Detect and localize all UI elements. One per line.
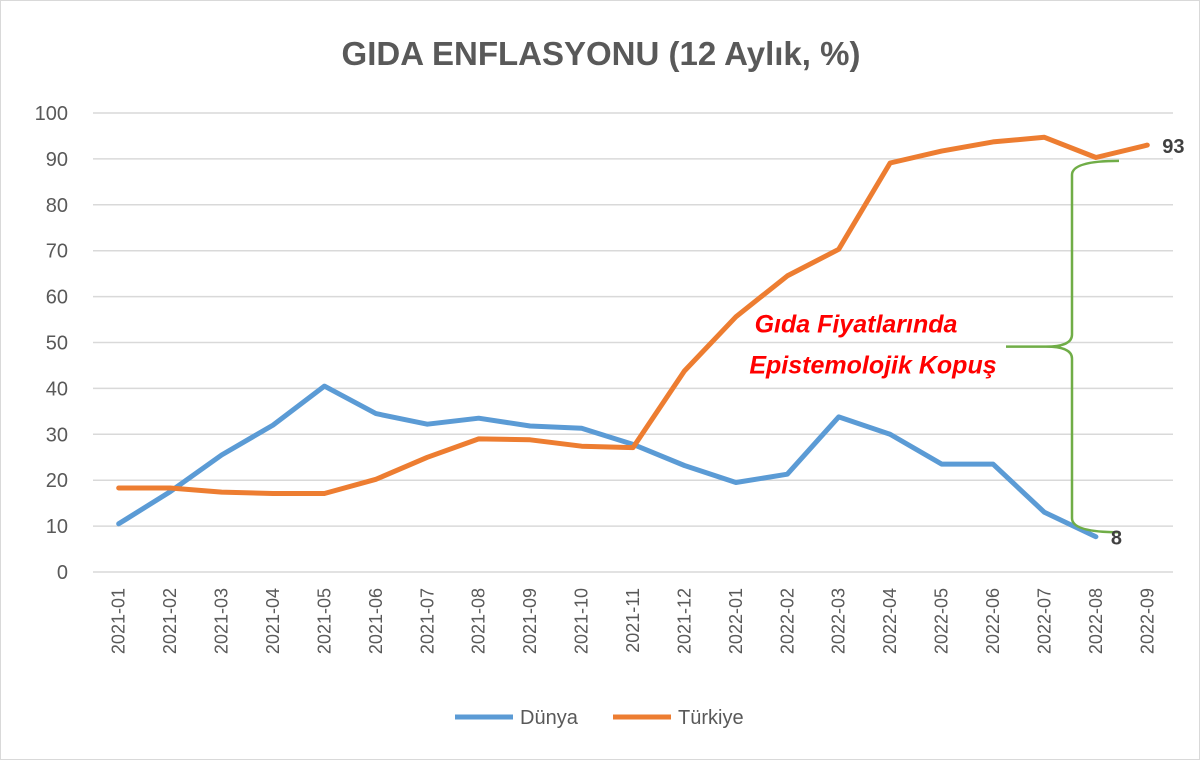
x-tick-label: 2021-07	[417, 588, 437, 654]
legend-label-turkiye: Türkiye	[678, 707, 744, 729]
x-tick-label: 2021-04	[263, 588, 283, 654]
y-tick-label: 0	[57, 562, 68, 584]
annotation-line-2: Epistemolojik Kopuş	[749, 352, 996, 380]
gridlines	[93, 112, 1173, 573]
y-tick-label: 50	[46, 333, 68, 355]
y-tick-label: 20	[46, 470, 68, 492]
gap-annotation: Gıda Fiyatlarında Epistemolojik Kopuş	[749, 159, 1120, 534]
x-tick-label: 2022-03	[829, 588, 849, 654]
x-tick-label: 2022-04	[880, 588, 900, 654]
x-tick-label: 2022-09	[1137, 588, 1157, 654]
x-tick-label: 2021-12	[674, 588, 694, 654]
end-label-dunya: 8	[1111, 528, 1122, 550]
end-value-labels: 93 8	[1111, 136, 1185, 550]
x-tick-label: 2021-03	[212, 588, 232, 654]
series-line-turkiye	[116, 134, 1150, 496]
y-tick-label: 90	[46, 149, 68, 171]
y-tick-label: 70	[46, 241, 68, 263]
x-tick-label: 2022-06	[983, 588, 1003, 654]
y-tick-label: 40	[46, 378, 68, 400]
y-tick-label: 100	[35, 103, 68, 125]
x-axis-ticks: 2021-01 2021-02 2021-03 2021-04 2021-05 2021-…	[109, 588, 1158, 654]
y-tick-label: 10	[46, 516, 68, 538]
x-tick-label: 2021-06	[366, 588, 386, 654]
y-tick-label: 60	[46, 287, 68, 309]
x-tick-label: 2021-01	[109, 588, 129, 654]
series-line-dunya	[116, 383, 1099, 540]
legend-label-dunya: Dünya	[520, 707, 579, 729]
x-tick-label: 2022-07	[1034, 588, 1054, 654]
chart-title: GIDA ENFLASYONU (12 Aylık, %)	[342, 35, 861, 72]
x-tick-label: 2021-02	[160, 588, 180, 654]
y-tick-label: 80	[46, 195, 68, 217]
brace-bracket	[1006, 159, 1120, 534]
x-tick-label: 2021-10	[572, 588, 592, 654]
series-lines	[116, 134, 1150, 540]
x-tick-label: 2022-02	[777, 588, 797, 654]
x-tick-label: 2022-05	[932, 588, 952, 654]
x-tick-label: 2021-08	[469, 588, 489, 654]
x-tick-label: 2022-01	[726, 588, 746, 654]
annotation-line-1: Gıda Fiyatlarında	[755, 311, 958, 339]
y-tick-label: 30	[46, 424, 68, 446]
end-label-turkiye: 93	[1162, 136, 1184, 158]
x-tick-label: 2021-05	[314, 588, 334, 654]
y-axis-ticks: 0 10 20 30 40 50 60 70 80 90 100	[35, 103, 68, 584]
x-tick-label: 2021-11	[623, 588, 643, 653]
legend: Dünya Türkiye	[455, 707, 744, 729]
x-tick-label: 2021-09	[520, 588, 540, 654]
x-tick-label: 2022-08	[1086, 588, 1106, 654]
